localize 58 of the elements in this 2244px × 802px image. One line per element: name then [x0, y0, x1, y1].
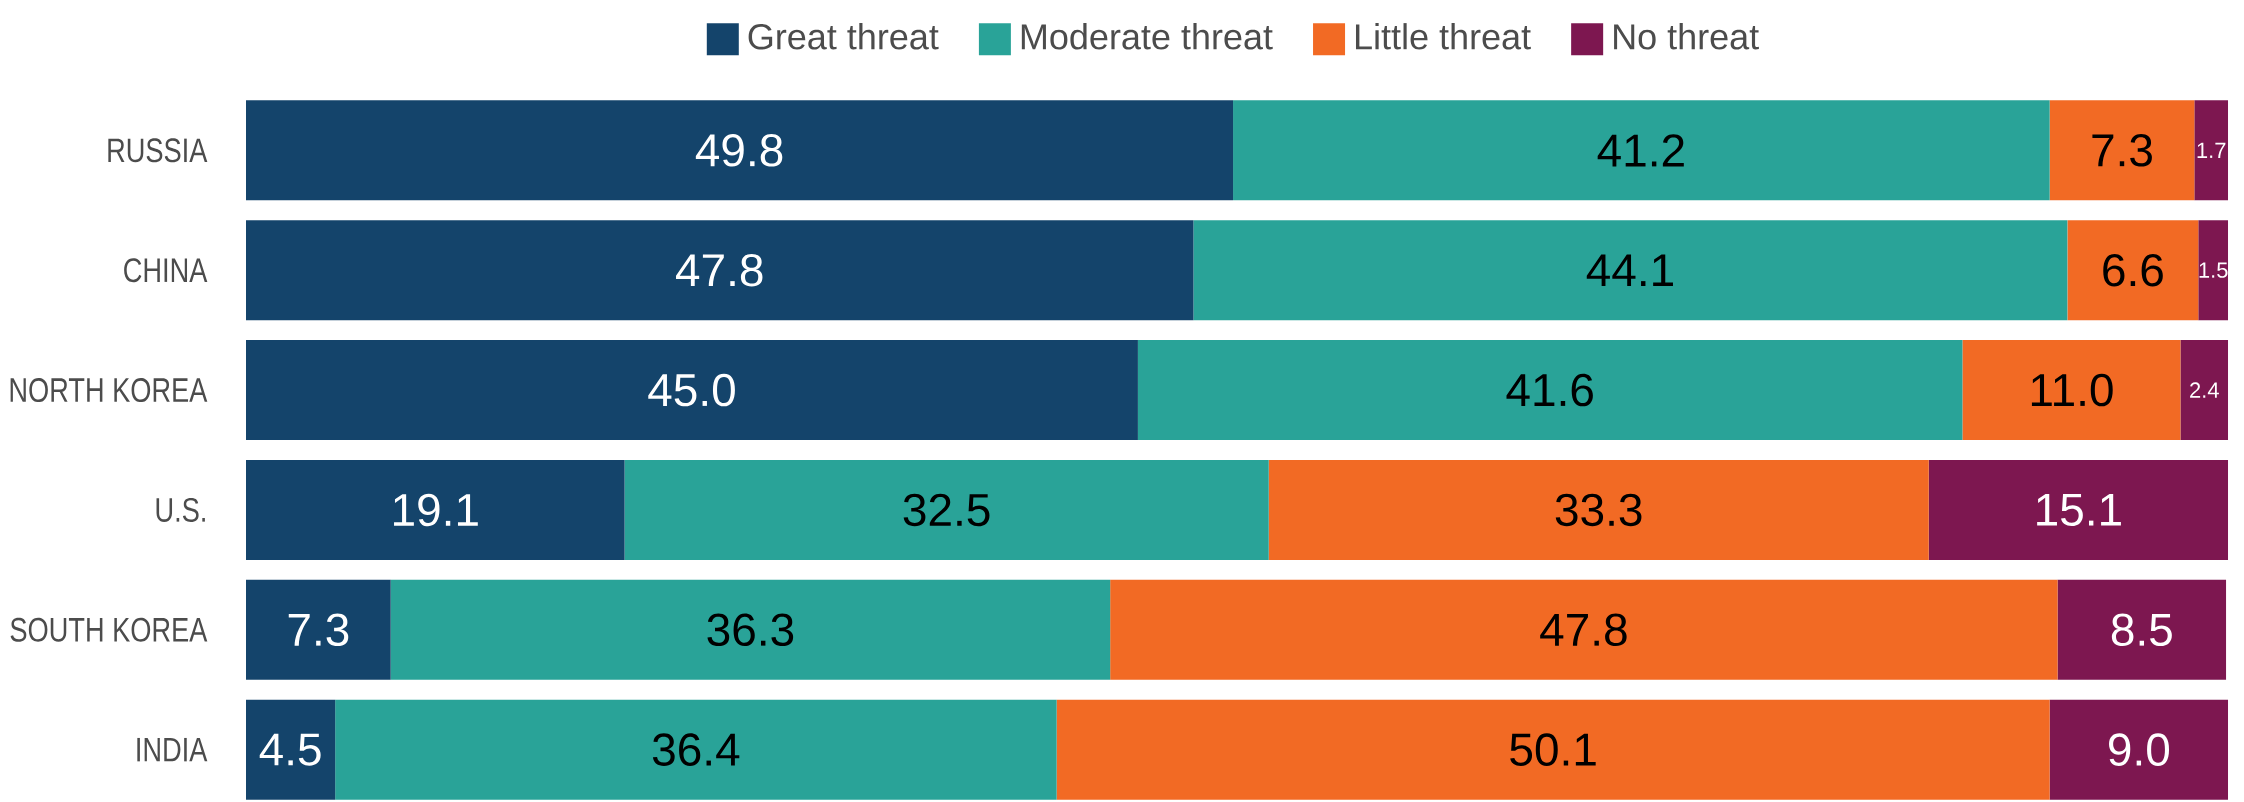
bar — [1056, 699, 2050, 800]
data-label: 11.0 — [2031, 373, 2113, 407]
data-label: 44.1 — [1586, 254, 1673, 287]
bar — [246, 100, 1234, 201]
data-label: 8.5 — [2111, 613, 2172, 647]
bar — [1928, 459, 2229, 560]
bar — [246, 340, 1138, 441]
data-label: 41.6 — [1506, 373, 1593, 407]
bar — [2049, 100, 2195, 201]
bar — [1110, 579, 2058, 680]
data-label: 47.8 — [676, 253, 763, 287]
data-label: 7.3 — [2092, 134, 2152, 167]
bar — [1137, 340, 1963, 441]
y-tick-label: RUSSIA — [108, 138, 208, 163]
bar — [2057, 579, 2227, 680]
y-tick-label: CHINA — [124, 258, 208, 283]
data-label: 6.6 — [2103, 253, 2163, 287]
legend-label: Great threat — [748, 23, 939, 50]
data-label: 50.1 — [1510, 733, 1596, 766]
bar — [1233, 100, 2050, 201]
bar — [2180, 340, 2229, 441]
data-label: 7.3 — [288, 613, 349, 647]
bar — [246, 579, 391, 680]
data-label: 36.3 — [707, 613, 794, 647]
bar — [390, 579, 1111, 680]
data-label: 15.1 — [2037, 493, 2121, 526]
y-tick-label: NORTH KOREA — [10, 378, 208, 403]
bar — [624, 459, 1269, 560]
bar — [1268, 459, 1929, 560]
y-tick-label: U.S. — [156, 497, 205, 522]
bar — [246, 699, 336, 800]
data-label: 4.5 — [259, 733, 321, 766]
legend-label: Moderate threat — [1021, 23, 1273, 50]
bar — [2194, 100, 2229, 201]
legend-label: Little threat — [1355, 23, 1531, 50]
bar — [2049, 699, 2229, 800]
data-label: 33.3 — [1555, 493, 1642, 527]
data-label: 1.7 — [2197, 142, 2226, 158]
bar — [1962, 340, 2181, 441]
data-label: 41.2 — [1597, 134, 1684, 167]
data-label: 47.8 — [1540, 613, 1627, 647]
data-label: 45.0 — [648, 373, 735, 407]
data-label: 9.0 — [2109, 733, 2170, 766]
data-label: 2.4 — [2190, 382, 2219, 398]
bar — [335, 699, 1057, 800]
y-tick-label: INDIA — [137, 737, 208, 762]
y-tick-label: SOUTH KOREA — [10, 617, 208, 642]
bar — [246, 220, 1194, 321]
legend-label: No threat — [1614, 23, 1759, 50]
bar — [2067, 220, 2199, 321]
bar — [246, 459, 625, 560]
data-label: 36.4 — [652, 733, 740, 766]
data-label: 19.1 — [394, 493, 478, 527]
data-label: 1.5 — [2199, 262, 2228, 278]
data-label: 32.5 — [903, 493, 990, 527]
bar — [2198, 220, 2229, 321]
bar — [1193, 220, 2068, 321]
data-label: 49.8 — [695, 134, 783, 167]
